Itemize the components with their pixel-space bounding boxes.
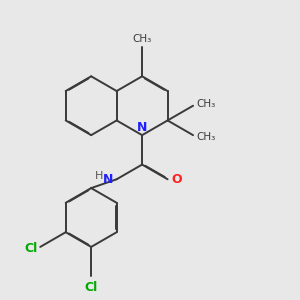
Text: N: N <box>103 173 113 186</box>
Text: Cl: Cl <box>24 242 37 255</box>
Text: H: H <box>95 171 103 181</box>
Text: N: N <box>137 121 147 134</box>
Text: Cl: Cl <box>85 281 98 294</box>
Text: CH₃: CH₃ <box>196 132 215 142</box>
Text: CH₃: CH₃ <box>133 34 152 44</box>
Text: CH₃: CH₃ <box>196 99 215 109</box>
Text: O: O <box>171 173 182 186</box>
